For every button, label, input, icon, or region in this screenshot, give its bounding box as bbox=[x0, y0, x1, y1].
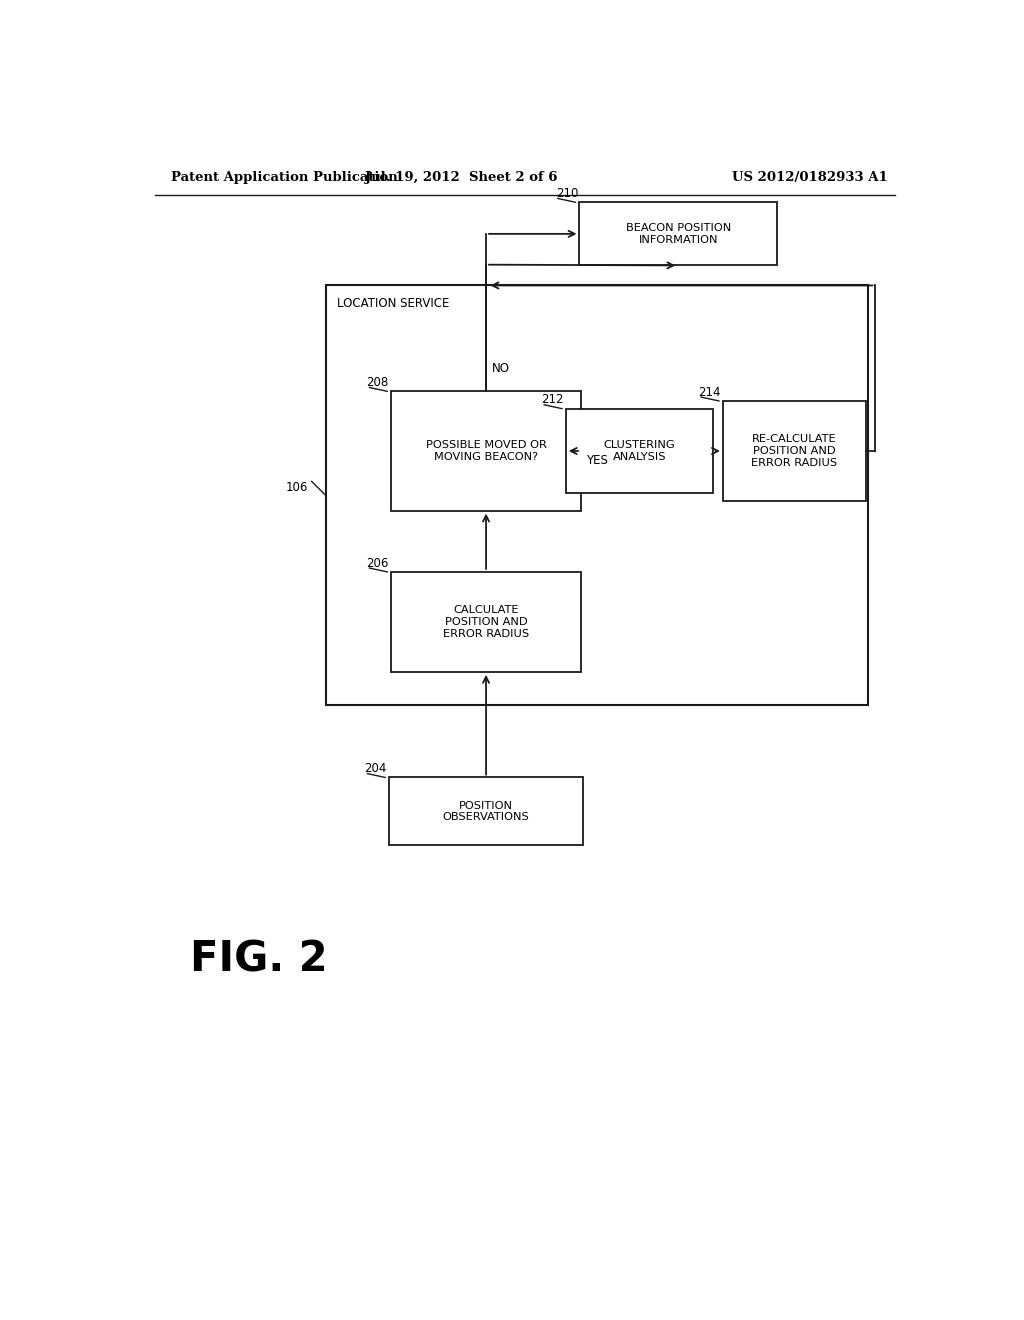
Text: US 2012/0182933 A1: US 2012/0182933 A1 bbox=[732, 172, 888, 185]
Text: 210: 210 bbox=[556, 187, 579, 201]
Text: RE-CALCULATE
POSITION AND
ERROR RADIUS: RE-CALCULATE POSITION AND ERROR RADIUS bbox=[752, 434, 838, 467]
Text: FIG. 2: FIG. 2 bbox=[190, 939, 328, 981]
Text: CLUSTERING
ANALYSIS: CLUSTERING ANALYSIS bbox=[604, 440, 675, 462]
Bar bbox=[566, 409, 713, 494]
Text: 208: 208 bbox=[367, 376, 388, 389]
Bar bbox=[580, 202, 777, 265]
Text: LOCATION SERVICE: LOCATION SERVICE bbox=[337, 297, 450, 310]
Bar bbox=[723, 401, 866, 502]
Bar bbox=[389, 777, 583, 845]
Text: 204: 204 bbox=[365, 762, 387, 775]
Text: Jul. 19, 2012  Sheet 2 of 6: Jul. 19, 2012 Sheet 2 of 6 bbox=[365, 172, 557, 185]
Text: 206: 206 bbox=[367, 557, 389, 570]
Bar bbox=[326, 285, 868, 705]
Text: POSITION
OBSERVATIONS: POSITION OBSERVATIONS bbox=[442, 800, 529, 822]
Text: 106: 106 bbox=[286, 480, 307, 494]
Text: POSSIBLE MOVED OR
MOVING BEACON?: POSSIBLE MOVED OR MOVING BEACON? bbox=[426, 440, 547, 462]
Text: 214: 214 bbox=[698, 385, 721, 399]
Text: NO: NO bbox=[493, 362, 510, 375]
Text: CALCULATE
POSITION AND
ERROR RADIUS: CALCULATE POSITION AND ERROR RADIUS bbox=[443, 606, 529, 639]
Bar bbox=[391, 391, 581, 511]
Text: 212: 212 bbox=[541, 393, 563, 407]
Text: BEACON POSITION
INFORMATION: BEACON POSITION INFORMATION bbox=[626, 223, 731, 244]
Text: Patent Application Publication: Patent Application Publication bbox=[171, 172, 397, 185]
Bar bbox=[391, 572, 581, 672]
Text: YES: YES bbox=[587, 454, 608, 467]
